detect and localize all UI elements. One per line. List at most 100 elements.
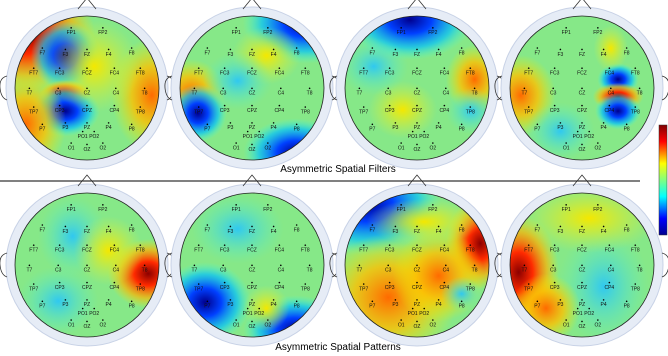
electrode-label: FT8 — [631, 247, 640, 253]
map-outline — [509, 15, 655, 161]
electrode-label: T7 — [191, 91, 197, 97]
electrode — [143, 264, 146, 267]
electrode — [625, 224, 628, 226]
electrode — [371, 300, 374, 303]
electrode — [460, 224, 463, 226]
electrode — [602, 299, 605, 301]
electrode-label: FC4 — [605, 70, 615, 76]
electrode — [597, 319, 599, 321]
electrode — [102, 319, 104, 321]
electrode-label: CP3 — [550, 108, 560, 114]
electrode — [371, 224, 374, 226]
electrode — [32, 106, 35, 108]
electrode-label: FP2 — [428, 30, 437, 36]
electrode — [41, 224, 44, 226]
electrode-label: FP1 — [562, 30, 571, 36]
electrode-label: FT8 — [631, 70, 640, 76]
electrode-label: C4 — [443, 268, 450, 274]
electrode-label: TP7 — [194, 109, 203, 115]
electrode-label: F8 — [294, 227, 300, 233]
map-outline — [344, 192, 490, 338]
electrode — [559, 48, 562, 51]
topomap: FP1 FP2 F7 F3 FZ F4 F8 FT7 FC3 FCZ FC4 FT8 T7 C3 CZ C4 T… — [494, 0, 668, 170]
electrode — [437, 122, 440, 124]
electrode-label: T8 — [637, 268, 643, 274]
electrode-label: FT8 — [301, 247, 310, 253]
electrode — [229, 48, 232, 51]
electrode-label: FCZ — [247, 247, 257, 253]
electrode-label: O1 — [398, 322, 405, 328]
electrode-label: TP8 — [136, 109, 145, 115]
electrode — [432, 142, 434, 144]
electrode — [581, 264, 583, 267]
electrode-label: CPZ — [247, 285, 257, 291]
nose — [242, 174, 262, 187]
electrode — [86, 225, 88, 228]
electrode-label: F4 — [106, 52, 112, 58]
electrode-label: P3 — [392, 125, 398, 131]
electrode-label: CP4 — [439, 285, 449, 291]
electrode-label: F7 — [369, 227, 375, 233]
map-outline — [14, 192, 160, 338]
electrode — [358, 87, 361, 90]
electrode-label: P3 — [227, 125, 233, 131]
electrode-label: P4 — [436, 125, 442, 131]
electrode-label: CPZ — [577, 285, 587, 291]
electrode-label: P3 — [557, 125, 563, 131]
electrode — [197, 106, 200, 108]
electrode — [597, 142, 599, 144]
map-outline — [344, 15, 490, 161]
electrode-label: O1 — [398, 145, 405, 151]
blob — [557, 229, 650, 337]
electrode-label: F7 — [534, 50, 540, 56]
electrode-label: P7 — [204, 304, 210, 310]
electrode — [576, 130, 579, 133]
electrode-label: FP1 — [562, 207, 571, 213]
electrode-label: F3 — [557, 52, 563, 58]
electrode-label: FP2 — [593, 30, 602, 36]
electrode-label: CZ — [84, 268, 91, 274]
electrode — [251, 244, 253, 246]
electrode-label: FCZ — [412, 247, 422, 253]
electrode — [222, 87, 224, 90]
electrode — [576, 307, 579, 310]
electrode-label: PZ — [249, 125, 255, 131]
electrode-label: PO2 — [419, 134, 429, 140]
electrode — [272, 225, 275, 228]
electrode-label: F4 — [601, 52, 607, 58]
electrode — [130, 123, 133, 126]
electrode — [86, 320, 88, 323]
electrode — [223, 104, 226, 107]
electrode-label: CP4 — [439, 108, 449, 114]
electrode-label: P3 — [227, 302, 233, 308]
electrode — [107, 122, 110, 124]
electrode — [443, 281, 446, 284]
electrode-label: FC4 — [440, 70, 450, 76]
map — [510, 16, 654, 160]
electrode-label: FCZ — [412, 70, 422, 76]
electrode — [139, 244, 142, 246]
electrode — [251, 87, 253, 90]
electrode-label: FT7 — [29, 70, 38, 76]
electrode-label: T7 — [356, 91, 362, 97]
nose — [572, 174, 592, 187]
electrode-label: T7 — [521, 91, 527, 97]
electrode — [113, 67, 116, 69]
blob — [203, 52, 273, 110]
electrode-label: FC3 — [55, 247, 65, 253]
electrode-label: OZ — [414, 324, 421, 330]
electrode — [443, 104, 446, 107]
electrode-label: FC3 — [220, 70, 230, 76]
electrode — [64, 48, 67, 51]
electrode — [295, 123, 298, 126]
electrode — [308, 264, 311, 267]
electrode — [86, 122, 88, 124]
electrode — [388, 67, 391, 69]
ear — [164, 75, 173, 101]
electrode-label: P8 — [294, 304, 300, 310]
electrode — [473, 87, 476, 90]
electrode-label: F4 — [436, 229, 442, 235]
electrode-label: C3 — [220, 268, 227, 274]
electrode — [251, 264, 253, 267]
electrode — [143, 87, 146, 90]
